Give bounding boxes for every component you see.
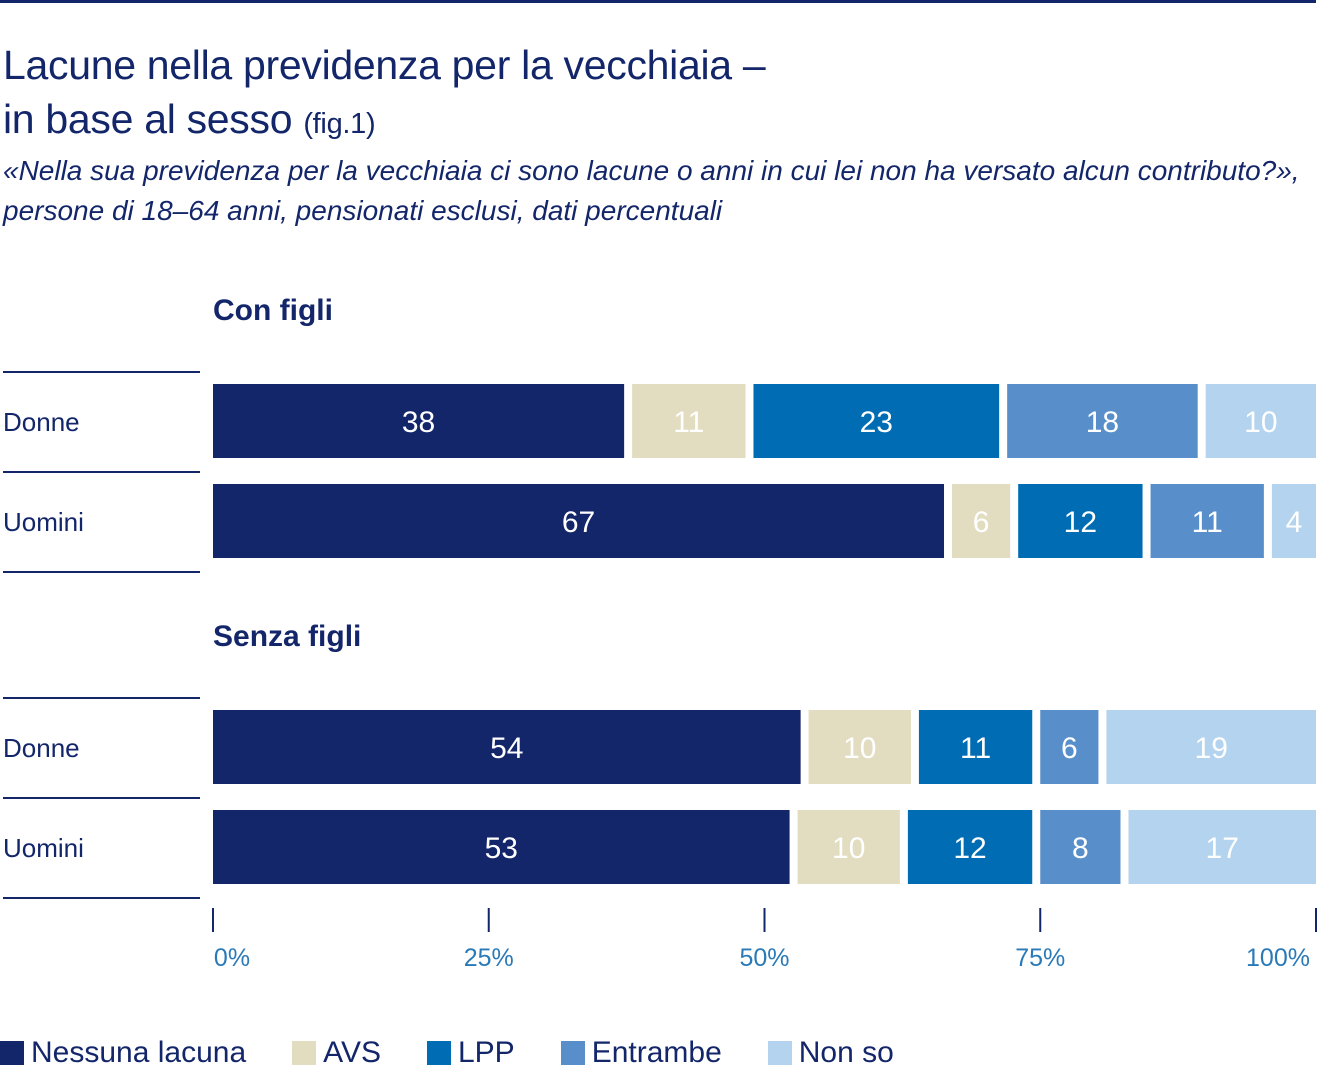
data-label: 6 xyxy=(973,506,990,539)
title-line-1: Lacune nella previdenza per la vecchiaia… xyxy=(3,42,766,88)
group-label: Senza figli xyxy=(213,620,361,653)
row-divider xyxy=(3,897,200,899)
row-label: Donne xyxy=(3,733,80,763)
row-label: Uomini xyxy=(3,507,84,537)
legend-item: Nessuna lacuna xyxy=(0,1036,246,1070)
figure-number: (fig.1) xyxy=(303,108,376,140)
data-label: 12 xyxy=(953,832,986,865)
bar-segment xyxy=(213,484,945,558)
data-label: 54 xyxy=(490,732,523,765)
bar-segment xyxy=(632,384,746,458)
bar-segment xyxy=(1128,810,1316,884)
data-label: 67 xyxy=(562,506,595,539)
data-label: 19 xyxy=(1195,732,1228,765)
row-label: Donne xyxy=(3,407,80,437)
legend-label: LPP xyxy=(457,1036,515,1069)
legend-swatch xyxy=(0,1041,24,1065)
row-divider xyxy=(3,471,200,473)
bar-segment xyxy=(1106,710,1316,784)
legend: Nessuna lacuna AVS LPP Entrambe Non so xyxy=(0,1036,940,1070)
legend-swatch xyxy=(292,1041,317,1065)
bar-segment xyxy=(753,384,1000,458)
row-label: Uomini xyxy=(3,833,84,863)
bar-segment xyxy=(1150,484,1264,558)
tick-mark xyxy=(212,908,214,932)
bar-segment xyxy=(907,810,1033,884)
bar-segment xyxy=(1018,484,1143,558)
data-label: 8 xyxy=(1072,832,1089,865)
tick-label: 100% xyxy=(1246,944,1310,972)
bar-segment xyxy=(1205,384,1316,458)
top-rule xyxy=(0,0,1316,3)
legend-swatch xyxy=(560,1041,585,1065)
bar-segment xyxy=(213,384,625,458)
title-line-2-text: in base al sesso xyxy=(3,96,293,142)
title-line-2: in base al sesso (fig.1) xyxy=(3,92,765,151)
data-label: 10 xyxy=(1244,406,1277,439)
row-divider xyxy=(3,571,200,573)
data-label: 23 xyxy=(860,406,893,439)
data-label: 11 xyxy=(673,406,704,439)
legend-item: Non so xyxy=(767,1036,894,1070)
bar-segment xyxy=(1040,810,1121,884)
bar-segment xyxy=(797,810,900,884)
bar-segment xyxy=(808,710,911,784)
legend-label: Entrambe xyxy=(591,1036,722,1069)
tick-mark xyxy=(763,908,766,932)
legend-item: AVS xyxy=(292,1036,381,1070)
row-divider xyxy=(3,371,200,373)
tick-label: 0% xyxy=(214,944,250,972)
data-label: 11 xyxy=(960,732,991,765)
tick-mark xyxy=(1315,908,1317,932)
data-label: 10 xyxy=(832,832,865,865)
bar-segment xyxy=(213,710,801,784)
tick-label: 25% xyxy=(464,944,514,972)
data-label: 4 xyxy=(1286,506,1303,539)
bar-segment xyxy=(213,810,790,884)
legend-swatch xyxy=(426,1041,451,1065)
chart-title: Lacune nella previdenza per la vecchiaia… xyxy=(3,38,766,151)
data-label: 53 xyxy=(485,832,518,865)
legend-item: LPP xyxy=(426,1036,515,1070)
tick-mark xyxy=(487,908,490,932)
bar-segment xyxy=(918,710,1033,784)
data-label: 18 xyxy=(1086,406,1119,439)
legend-label: AVS xyxy=(323,1036,381,1069)
tick-label: 75% xyxy=(1015,944,1065,972)
data-label: 17 xyxy=(1206,832,1239,865)
data-label: 12 xyxy=(1064,506,1097,539)
bar-segment xyxy=(952,484,1011,558)
data-label: 38 xyxy=(402,406,435,439)
legend-label: Non so xyxy=(798,1036,894,1069)
legend-label: Nessuna lacuna xyxy=(31,1036,247,1069)
data-label: 11 xyxy=(1192,506,1223,539)
data-label: 10 xyxy=(843,732,876,765)
data-label: 6 xyxy=(1061,732,1078,765)
row-divider xyxy=(3,797,200,799)
bar-segment xyxy=(1040,710,1099,784)
chart-subtitle: «Nella sua previdenza per la vecchiaia c… xyxy=(3,155,1300,226)
group-label: Con figli xyxy=(213,294,333,327)
legend-swatch xyxy=(767,1041,792,1065)
legend-item: Entrambe xyxy=(560,1036,722,1070)
row-divider xyxy=(3,697,200,699)
tick-label: 50% xyxy=(739,944,789,972)
bar-segment xyxy=(1271,484,1316,558)
tick-mark xyxy=(1039,908,1042,932)
bar-segment xyxy=(1007,384,1198,458)
